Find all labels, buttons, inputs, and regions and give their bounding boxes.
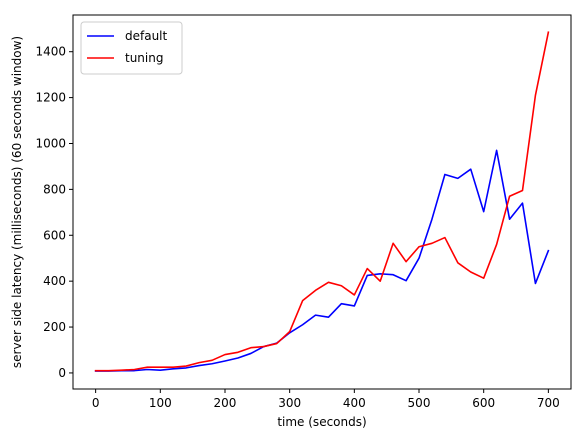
x-tick-label: 300 [278,396,301,410]
plot-frame [72,14,572,390]
y-tick-label: 0 [58,366,66,380]
y-axis-label: server side latency (milliseconds) (60 s… [10,36,24,368]
series-layer [94,31,550,372]
plot-area [72,14,572,390]
x-tick-label: 600 [472,396,495,410]
legend-box [80,21,183,75]
legend-label-default: default [125,29,168,43]
x-axis: 0 100 200 300 400 500 600 700 [92,389,560,410]
y-tick-label: 800 [43,182,66,196]
x-axis-label: time (seconds) [277,415,366,429]
legend: default tuning [80,21,183,75]
legend-label-tuning: tuning [125,51,163,65]
x-tick-label: 400 [343,396,366,410]
x-tick-label: 500 [408,396,431,410]
x-tick-label: 100 [149,396,172,410]
y-tick-label: 1000 [35,136,66,150]
y-axis: 0 200 400 600 800 1000 1200 1400 [35,45,73,380]
y-tick-label: 200 [43,320,66,334]
x-tick-label: 700 [537,396,560,410]
y-tick-label: 600 [43,228,66,242]
y-tick-label: 400 [43,274,66,288]
x-tick-label: 200 [214,396,237,410]
series-line-tuning [94,31,550,372]
y-tick-label: 1400 [35,45,66,59]
series-line-default [94,149,550,372]
y-tick-label: 1200 [35,91,66,105]
x-tick-label: 0 [92,396,100,410]
